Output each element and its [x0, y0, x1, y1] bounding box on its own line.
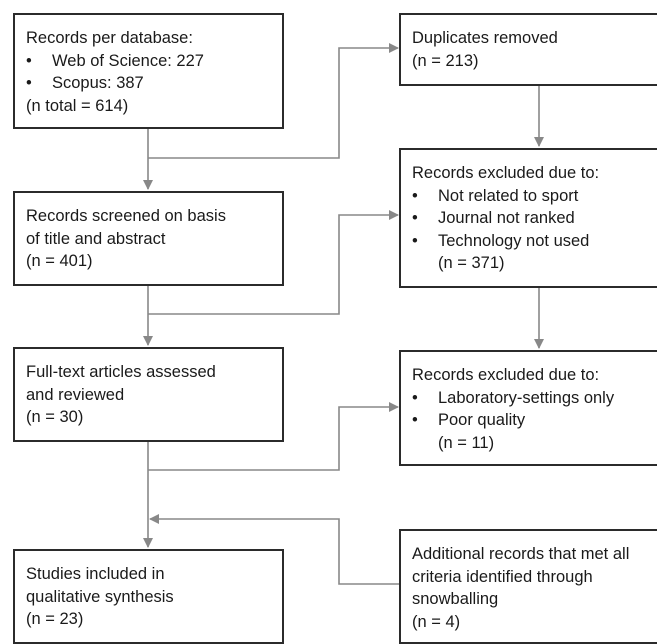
- excluded2-item-laboratory: Laboratory-settings only: [412, 387, 649, 410]
- records-title: Records per database:: [26, 29, 193, 47]
- screened-count: (n = 401): [26, 252, 93, 270]
- duplicates-removed-box: Duplicates removed (n = 213): [399, 13, 657, 86]
- screened-line-1: Records screened on basis: [26, 207, 226, 225]
- additional-line-3: snowballing: [412, 590, 499, 608]
- records-excluded-1-box: Records excluded due to: Not related to …: [399, 148, 657, 288]
- connector-to-duplicates: [148, 43, 399, 159]
- additional-line-2: criteria identified through: [412, 567, 593, 586]
- fulltext-count: (n = 30): [26, 408, 84, 426]
- included-count: (n = 23): [26, 610, 84, 628]
- excluded1-item-technology: Technology not used: [412, 230, 649, 253]
- screened-line-2: of title and abstract: [26, 229, 166, 248]
- excluded2-item-quality: Poor quality: [412, 409, 649, 432]
- additional-records-box: Additional records that met all criteria…: [399, 529, 657, 644]
- connector-additional-to-main: [149, 514, 400, 585]
- excluded1-item-journal: Journal not ranked: [412, 207, 649, 230]
- fulltext-line-2: and reviewed: [26, 385, 125, 404]
- additional-count: (n = 4): [412, 612, 461, 631]
- duplicates-count: (n = 213): [412, 51, 479, 70]
- records-total: (n total = 614): [26, 96, 129, 115]
- excluded1-count: (n = 371): [438, 254, 505, 272]
- records-item-scopus: Scopus: 387: [26, 72, 272, 95]
- included-line-2: qualitative synthesis: [26, 587, 174, 606]
- additional-line-1: Additional records that met all: [412, 545, 630, 563]
- records-per-database-box: Records per database: Web of Science: 22…: [13, 13, 284, 129]
- studies-included-box: Studies included in qualitative synthesi…: [13, 549, 284, 644]
- excluded1-title: Records excluded due to:: [412, 164, 600, 182]
- fulltext-line-1: Full-text articles assessed: [26, 363, 216, 381]
- duplicates-title: Duplicates removed: [412, 29, 558, 47]
- excluded2-count: (n = 11): [438, 433, 495, 452]
- records-excluded-2-box: Records excluded due to: Laboratory-sett…: [399, 350, 657, 466]
- connector-to-excluded2: [148, 402, 399, 471]
- records-screened-box: Records screened on basis of title and a…: [13, 191, 284, 286]
- included-line-1: Studies included in: [26, 565, 165, 583]
- full-text-articles-box: Full-text articles assessed and reviewed…: [13, 347, 284, 442]
- connector-to-excluded1: [148, 210, 399, 315]
- records-item-web-of-science: Web of Science: 227: [26, 50, 272, 73]
- excluded1-item-sport: Not related to sport: [412, 185, 649, 208]
- excluded2-title: Records excluded due to:: [412, 366, 600, 384]
